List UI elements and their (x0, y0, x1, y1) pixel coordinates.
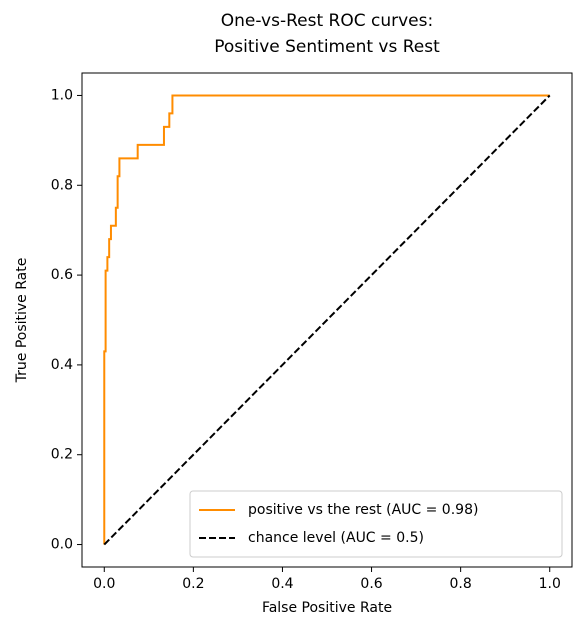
x-tick-label: 0.6 (360, 576, 382, 592)
x-tick-label: 0.8 (450, 576, 472, 592)
legend-label: chance level (AUC = 0.5) (248, 530, 424, 546)
x-tick-label: 0.2 (182, 576, 204, 592)
plot-frame (81, 72, 573, 568)
x-tick-label: 1.0 (539, 576, 561, 592)
x-tick-label: 0.0 (93, 576, 115, 592)
y-tick-label: 0.2 (51, 447, 73, 463)
y-axis-label: True Positive Rate (14, 258, 30, 384)
y-tick-label: 0.4 (51, 357, 73, 373)
x-tick-label: 0.4 (271, 576, 293, 592)
series-line (103, 94, 551, 546)
legend-box (189, 490, 563, 558)
legend-label: positive vs the rest (AUC = 0.98) (248, 502, 478, 518)
y-tick-label: 0.0 (51, 537, 73, 553)
x-axis-label: False Positive Rate (262, 600, 392, 616)
y-tick-label: 1.0 (51, 87, 73, 103)
y-tick-label: 0.8 (51, 177, 73, 193)
y-tick-label: 0.6 (51, 267, 73, 283)
series-line (103, 94, 550, 545)
chart-title: One-vs-Rest ROC curves: (221, 11, 433, 31)
chart-title: Positive Sentiment vs Rest (214, 37, 440, 57)
